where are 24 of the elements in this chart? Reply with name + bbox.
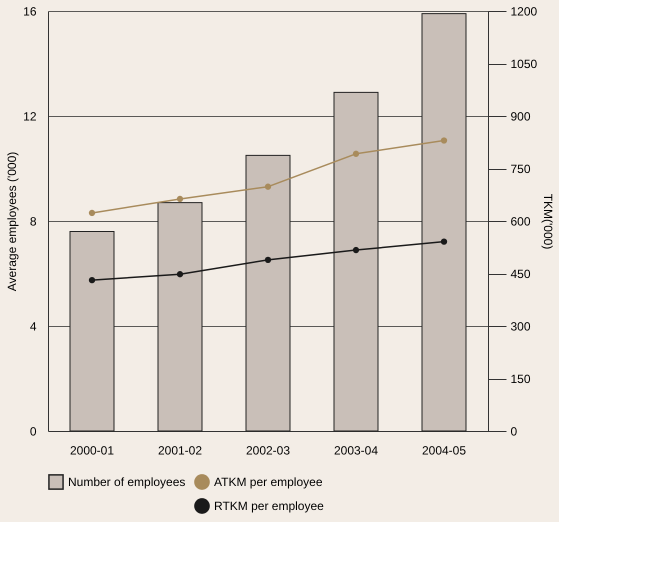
y2-tick-label: 600: [510, 214, 531, 228]
legend-label: ATKM per employee: [214, 475, 323, 489]
y2-tick-label: 150: [510, 372, 531, 386]
y-axis-title: Average employees ('000): [5, 152, 20, 292]
y2-tick-label: 450: [510, 267, 531, 281]
y2-tick-label: 0: [510, 424, 518, 438]
y-tick-label: 12: [23, 110, 37, 124]
y2-tick-label: 1200: [510, 4, 538, 18]
x-tick-label: 2004-05: [422, 444, 466, 458]
y-tick-label: 8: [30, 214, 37, 228]
x-tick-label: 2003-04: [334, 444, 378, 458]
y2-tick-label: 900: [510, 110, 531, 124]
x-tick-label: 2000-01: [70, 444, 114, 458]
x-tick-label: 2002-03: [246, 444, 290, 458]
y-tick-label: 16: [23, 4, 37, 18]
y-tick-label: 4: [30, 320, 37, 334]
y-tick-label: 0: [30, 424, 37, 438]
legend-label: RTKM per employee: [214, 499, 324, 513]
y2-tick-label: 750: [510, 162, 531, 176]
y2-axis-title: TKM('000): [541, 194, 556, 250]
x-tick-label: 2001-02: [158, 444, 202, 458]
y2-tick-label: 1050: [510, 57, 538, 71]
legend-label: Number of employees: [68, 475, 186, 489]
y2-tick-label: 300: [510, 320, 531, 334]
